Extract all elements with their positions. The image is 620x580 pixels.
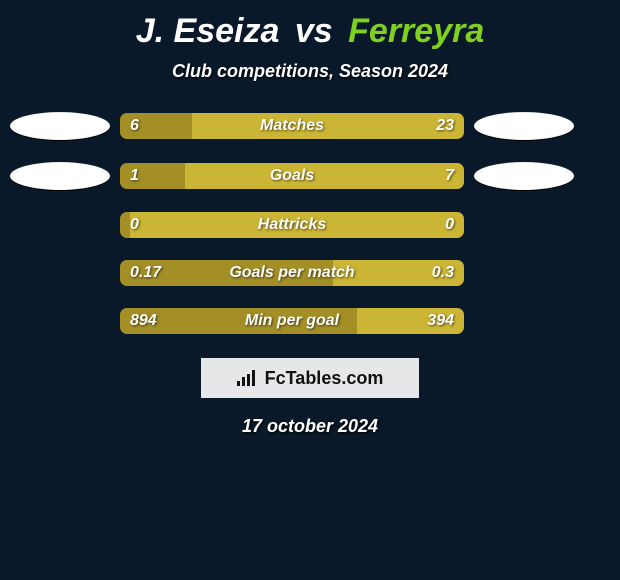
stat-left-value: 0 [130, 212, 139, 238]
left-ellipse-slot [0, 162, 120, 190]
stat-left-value: 894 [130, 308, 157, 334]
right-ellipse-slot [464, 112, 584, 140]
right-ellipse-slot [464, 162, 584, 190]
branding-badge: FcTables.com [201, 358, 419, 398]
stat-bar-right-segment [192, 113, 464, 139]
branding-text: FcTables.com [265, 368, 384, 389]
stat-row: 6 23 Matches [0, 112, 620, 140]
subtitle: Club competitions, Season 2024 [0, 61, 620, 82]
stat-row: 0.17 0.3 Goals per match [0, 260, 620, 286]
stat-bar-right-segment [185, 163, 464, 189]
stat-bar: 0.17 0.3 Goals per match [120, 260, 464, 286]
stat-bar: 0 0 Hattricks [120, 212, 464, 238]
player-right-marker [474, 112, 574, 140]
player-left-name: J. Eseiza [136, 12, 280, 50]
stat-right-value: 0 [445, 212, 454, 238]
stat-rows: 6 23 Matches 1 7 Goals 0 0 Hattricks 0.17 0.3 Goals… [0, 112, 620, 334]
player-left-marker [10, 162, 110, 190]
stat-left-value: 0.17 [130, 260, 161, 286]
comparison-infographic: J. Eseiza vs Ferreyra Club competitions,… [0, 0, 620, 580]
page-title: J. Eseiza vs Ferreyra [0, 12, 620, 51]
left-ellipse-slot [0, 112, 120, 140]
bar-chart-icon [237, 370, 259, 386]
stat-bar: 6 23 Matches [120, 113, 464, 139]
stat-metric-label: Matches [260, 113, 324, 139]
stat-metric-label: Hattricks [258, 212, 326, 238]
date-label: 17 october 2024 [0, 416, 620, 437]
player-right-marker [474, 162, 574, 190]
stat-row: 1 7 Goals [0, 162, 620, 190]
player-right-name: Ferreyra [348, 12, 484, 50]
stat-right-value: 0.3 [432, 260, 454, 286]
stat-metric-label: Min per goal [245, 308, 339, 334]
stat-metric-label: Goals per match [229, 260, 354, 286]
stat-right-value: 7 [445, 163, 454, 189]
stat-metric-label: Goals [270, 163, 314, 189]
stat-right-value: 394 [427, 308, 454, 334]
stat-bar-left-segment [120, 212, 130, 238]
stat-right-value: 23 [436, 113, 454, 139]
player-left-marker [10, 112, 110, 140]
stat-row: 0 0 Hattricks [0, 212, 620, 238]
stat-bar: 894 394 Min per goal [120, 308, 464, 334]
stat-left-value: 1 [130, 163, 139, 189]
stat-left-value: 6 [130, 113, 139, 139]
title-vs: vs [295, 12, 333, 50]
stat-row: 894 394 Min per goal [0, 308, 620, 334]
stat-bar: 1 7 Goals [120, 163, 464, 189]
